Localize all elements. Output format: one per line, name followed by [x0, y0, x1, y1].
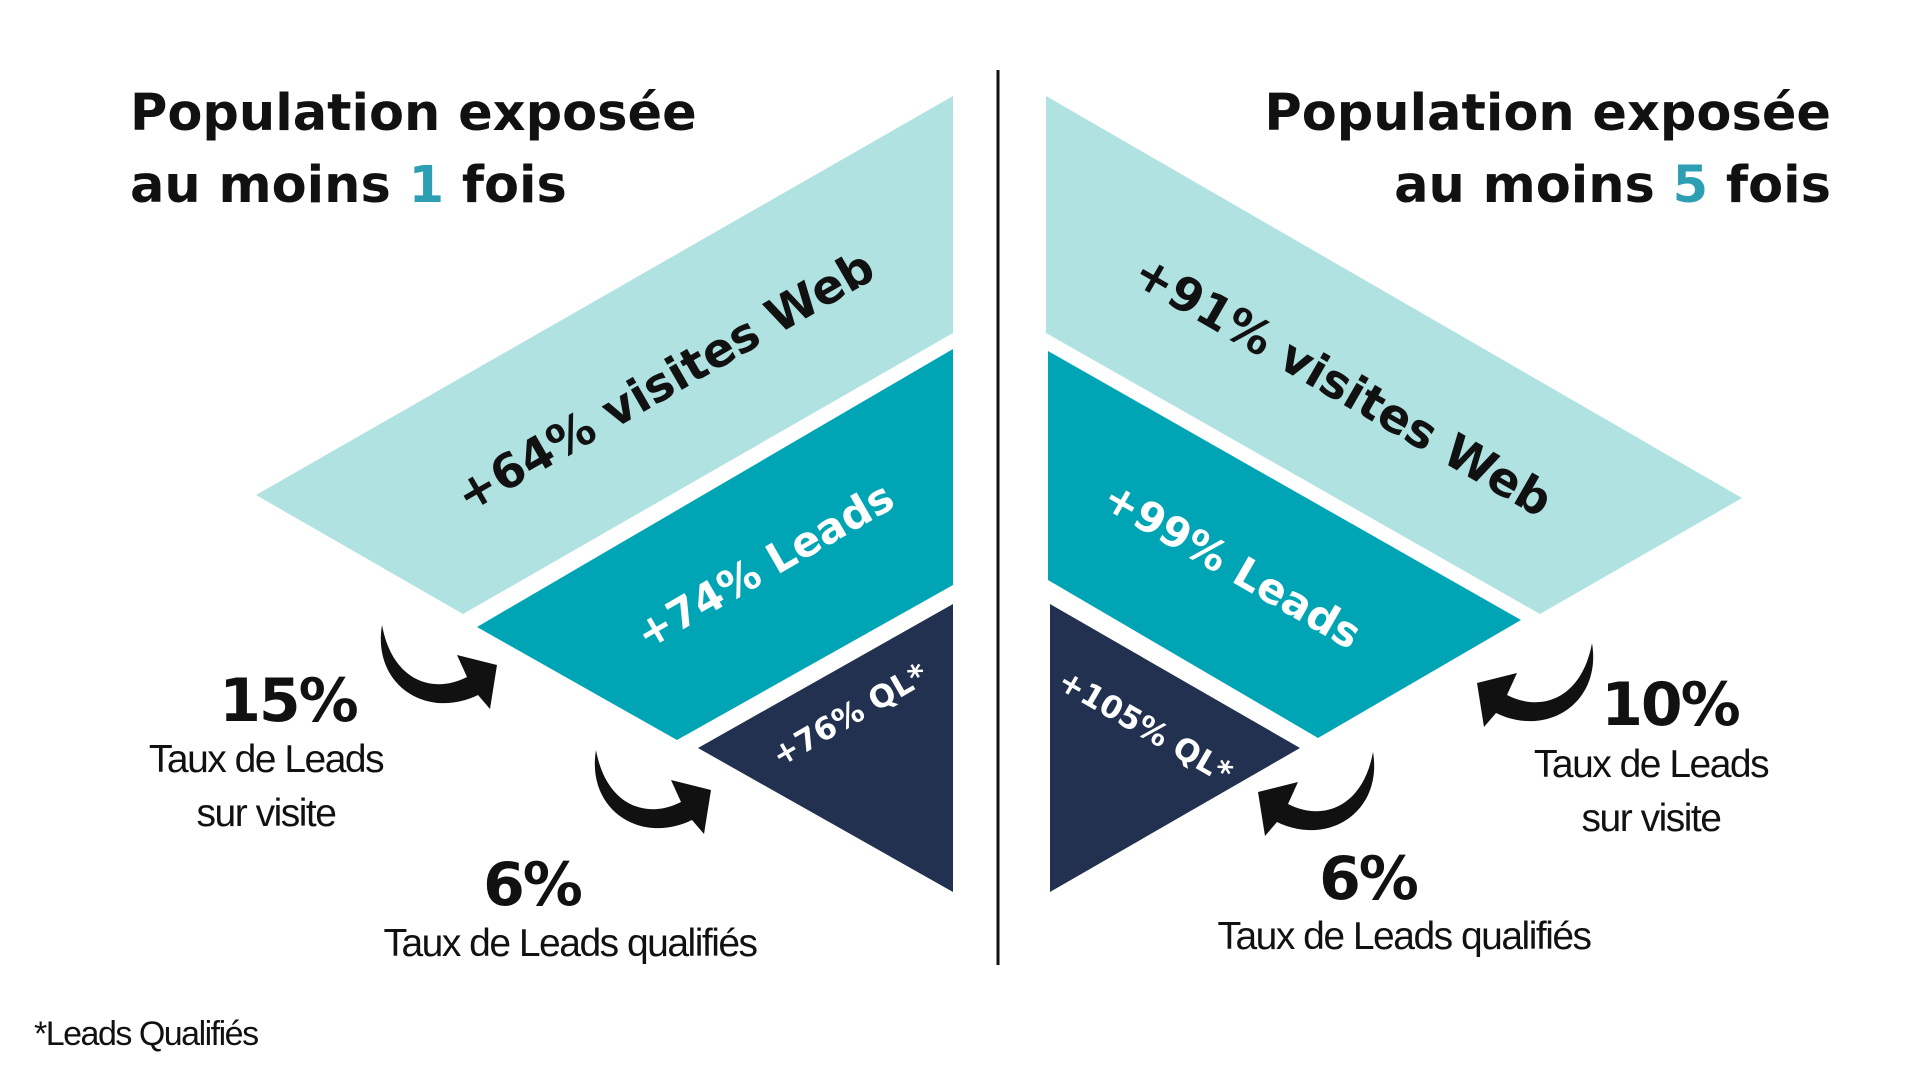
left-visits-segment — [256, 96, 953, 614]
left-title-prefix: au moins — [130, 156, 409, 215]
right-qualified-rate-value: 6% — [1319, 844, 1419, 914]
right-leads-rate-value: 10% — [1601, 670, 1741, 740]
right-title-prefix: au moins — [1394, 156, 1673, 215]
left-title-line1: Population exposée — [130, 84, 697, 143]
left-title-suffix: fois — [444, 156, 567, 215]
right-qualified-segment — [1050, 604, 1300, 892]
left-leads-arrow-icon — [380, 625, 497, 709]
right-leads-rate-label: Taux de Leads sur visite — [1533, 738, 1770, 846]
right-title: Population exposée au moins 5 fois — [1264, 78, 1831, 222]
right-leads-segment — [1048, 351, 1521, 738]
right-title-suffix: fois — [1708, 156, 1831, 215]
right-qualified-rate-label: Taux de Leads qualifiés — [1217, 915, 1592, 958]
left-exposure-count: 1 — [408, 156, 445, 215]
left-title-line2: au moins 1 fois — [130, 150, 697, 222]
left-leads-rate-value: 15% — [219, 666, 359, 736]
left-leads-rate-label-line1: Taux de Leads — [148, 738, 385, 781]
right-visits-segment — [1046, 96, 1742, 614]
right-leads-arrow-icon — [1477, 643, 1594, 727]
left-qualified-segment — [698, 604, 953, 892]
left-qualified-rate-value: 6% — [483, 850, 583, 920]
right-leads-rate-label-line1: Taux de Leads — [1533, 743, 1770, 786]
footnote: *Leads Qualifiés — [34, 1015, 259, 1053]
left-qualified-arrow-icon — [594, 750, 711, 834]
right-title-line2: au moins 5 fois — [1264, 150, 1831, 222]
left-leads-rate-label-line2: sur visite — [196, 792, 337, 835]
left-qualified-rate-label: Taux de Leads qualifiés — [383, 922, 758, 965]
left-title: Population exposée au moins 1 fois — [130, 78, 697, 222]
left-leads-rate-label: Taux de Leads sur visite — [148, 733, 385, 841]
left-leads-segment — [477, 349, 953, 740]
right-leads-rate-label-line2: sur visite — [1581, 797, 1722, 840]
right-exposure-count: 5 — [1672, 156, 1709, 215]
right-qualified-arrow-icon — [1258, 752, 1375, 836]
right-title-line1: Population exposée — [1264, 84, 1831, 143]
